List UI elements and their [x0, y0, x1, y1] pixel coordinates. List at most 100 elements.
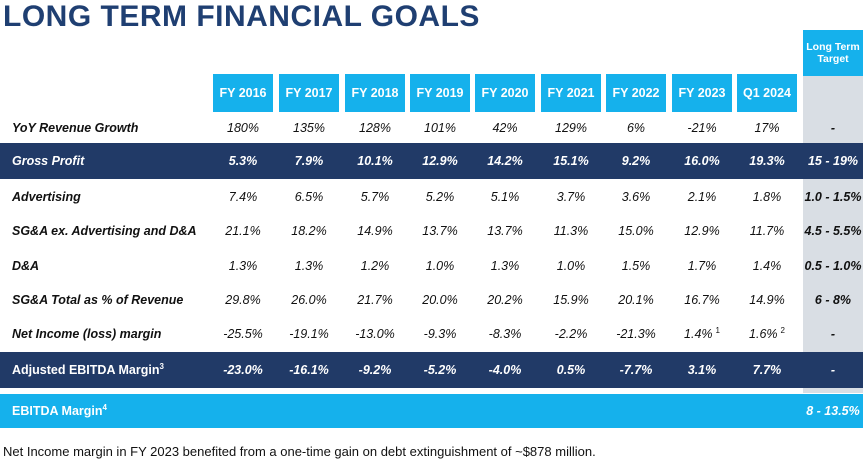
ebitda-margin-band	[0, 394, 863, 428]
table-cell: 1.8%	[752, 190, 782, 204]
table-cell: 1.3%	[490, 259, 520, 273]
table-cell: 7.4%	[228, 190, 258, 204]
table-cell: 180%	[227, 121, 259, 135]
year-header: FY 2022	[606, 74, 666, 112]
table-cell: 21.7%	[357, 293, 393, 307]
table-cell: 1.3%	[294, 259, 324, 273]
table-cell: -23.0%	[223, 363, 263, 377]
table-cell: 9.2%	[621, 154, 651, 168]
table-cell: 5.3%	[228, 154, 258, 168]
row-label: Gross Profit	[12, 154, 85, 168]
table-cell: 26.0%	[291, 293, 327, 307]
table-cell: 42%	[492, 121, 518, 135]
table-cell: 1.0%	[425, 259, 455, 273]
gross-profit-band	[0, 143, 863, 179]
table-cell: 20.0%	[422, 293, 458, 307]
target-cell: 6 - 8%	[814, 293, 852, 307]
table-cell: 7.7%	[752, 363, 782, 377]
table-cell: 14.2%	[487, 154, 523, 168]
table-cell: 13.7%	[487, 224, 523, 238]
page-title: LONG TERM FINANCIAL GOALS	[3, 0, 480, 33]
table-cell: 18.2%	[291, 224, 327, 238]
table-cell: -19.1%	[289, 327, 329, 341]
table-cell: 14.9%	[357, 224, 393, 238]
target-cell: 0.5 - 1.0%	[804, 259, 862, 273]
table-cell: 6.5%	[294, 190, 324, 204]
table-cell: 7.9%	[294, 154, 324, 168]
table-cell: 1.6% 2	[749, 325, 785, 341]
table-cell: 21.1%	[225, 224, 261, 238]
table-cell: 29.8%	[225, 293, 261, 307]
row-label: Net Income (loss) margin	[12, 327, 162, 341]
table-cell: 128%	[359, 121, 391, 135]
table-cell: 5.2%	[425, 190, 455, 204]
target-cell: -	[830, 121, 836, 135]
table-cell: 1.5%	[621, 259, 651, 273]
year-header: FY 2018	[345, 74, 405, 112]
table-cell: 12.9%	[684, 224, 720, 238]
table-cell: -21.3%	[616, 327, 656, 341]
table-cell: 5.1%	[490, 190, 520, 204]
table-cell: -21%	[687, 121, 717, 135]
row-label: D&A	[12, 259, 40, 273]
table-cell: 17%	[754, 121, 780, 135]
table-cell: 129%	[555, 121, 587, 135]
ebitda-margin-label: EBITDA Margin4	[12, 402, 107, 418]
adjusted-ebitda-band	[0, 352, 863, 388]
year-header: Q1 2024	[737, 74, 797, 112]
row-label: Advertising	[12, 190, 81, 204]
footnote: Net Income margin in FY 2023 benefited f…	[3, 444, 596, 459]
table-cell: 1.0%	[556, 259, 586, 273]
table-cell: 101%	[424, 121, 456, 135]
table-cell: 11.3%	[553, 224, 589, 238]
target-cell: -	[830, 363, 836, 377]
target-cell: 15 - 19%	[807, 154, 859, 168]
table-cell: 2.1%	[687, 190, 717, 204]
table-cell: 16.0%	[684, 154, 720, 168]
table-cell: 1.4%	[752, 259, 782, 273]
table-cell: 1.3%	[228, 259, 258, 273]
year-header: FY 2021	[541, 74, 601, 112]
table-cell: -13.0%	[355, 327, 395, 341]
table-cell: 15.0%	[618, 224, 654, 238]
row-label: Adjusted EBITDA Margin3	[12, 361, 164, 377]
table-cell: 3.6%	[621, 190, 651, 204]
table-cell: -9.2%	[358, 363, 392, 377]
table-cell: 20.2%	[487, 293, 523, 307]
year-header: FY 2023	[672, 74, 732, 112]
year-header: FY 2020	[475, 74, 535, 112]
target-column-background	[803, 30, 863, 393]
year-header: FY 2016	[213, 74, 273, 112]
table-cell: 20.1%	[618, 293, 654, 307]
table-cell: 3.1%	[687, 363, 717, 377]
table-cell: 5.7%	[360, 190, 390, 204]
table-cell: 10.1%	[357, 154, 393, 168]
table-cell: 1.4% 1	[684, 325, 720, 341]
table-cell: -4.0%	[488, 363, 522, 377]
target-cell: 1.0 - 1.5%	[804, 190, 862, 204]
row-label: SG&A Total as % of Revenue	[12, 293, 184, 307]
table-cell: -16.1%	[289, 363, 329, 377]
row-label: YoY Revenue Growth	[12, 121, 139, 135]
target-column-header: Long Term Target	[803, 30, 863, 76]
ebitda-margin-target: 8 - 13.5%	[806, 404, 860, 418]
table-cell: 0.5%	[556, 363, 586, 377]
table-cell: -25.5%	[223, 327, 263, 341]
year-header: FY 2017	[279, 74, 339, 112]
year-header: FY 2019	[410, 74, 470, 112]
table-cell: 135%	[293, 121, 325, 135]
table-cell: 12.9%	[422, 154, 458, 168]
table-cell: 11.7%	[749, 224, 785, 238]
table-cell: 3.7%	[556, 190, 586, 204]
table-cell: 1.2%	[360, 259, 390, 273]
row-label: SG&A ex. Advertising and D&A	[12, 224, 197, 238]
table-cell: 14.9%	[749, 293, 785, 307]
table-cell: -5.2%	[423, 363, 457, 377]
table-cell: 6%	[626, 121, 646, 135]
table-cell: -8.3%	[488, 327, 522, 341]
table-cell: 19.3%	[749, 154, 785, 168]
table-cell: 13.7%	[422, 224, 458, 238]
table-cell: 15.1%	[553, 154, 589, 168]
table-cell: -7.7%	[619, 363, 653, 377]
table-cell: -9.3%	[423, 327, 457, 341]
